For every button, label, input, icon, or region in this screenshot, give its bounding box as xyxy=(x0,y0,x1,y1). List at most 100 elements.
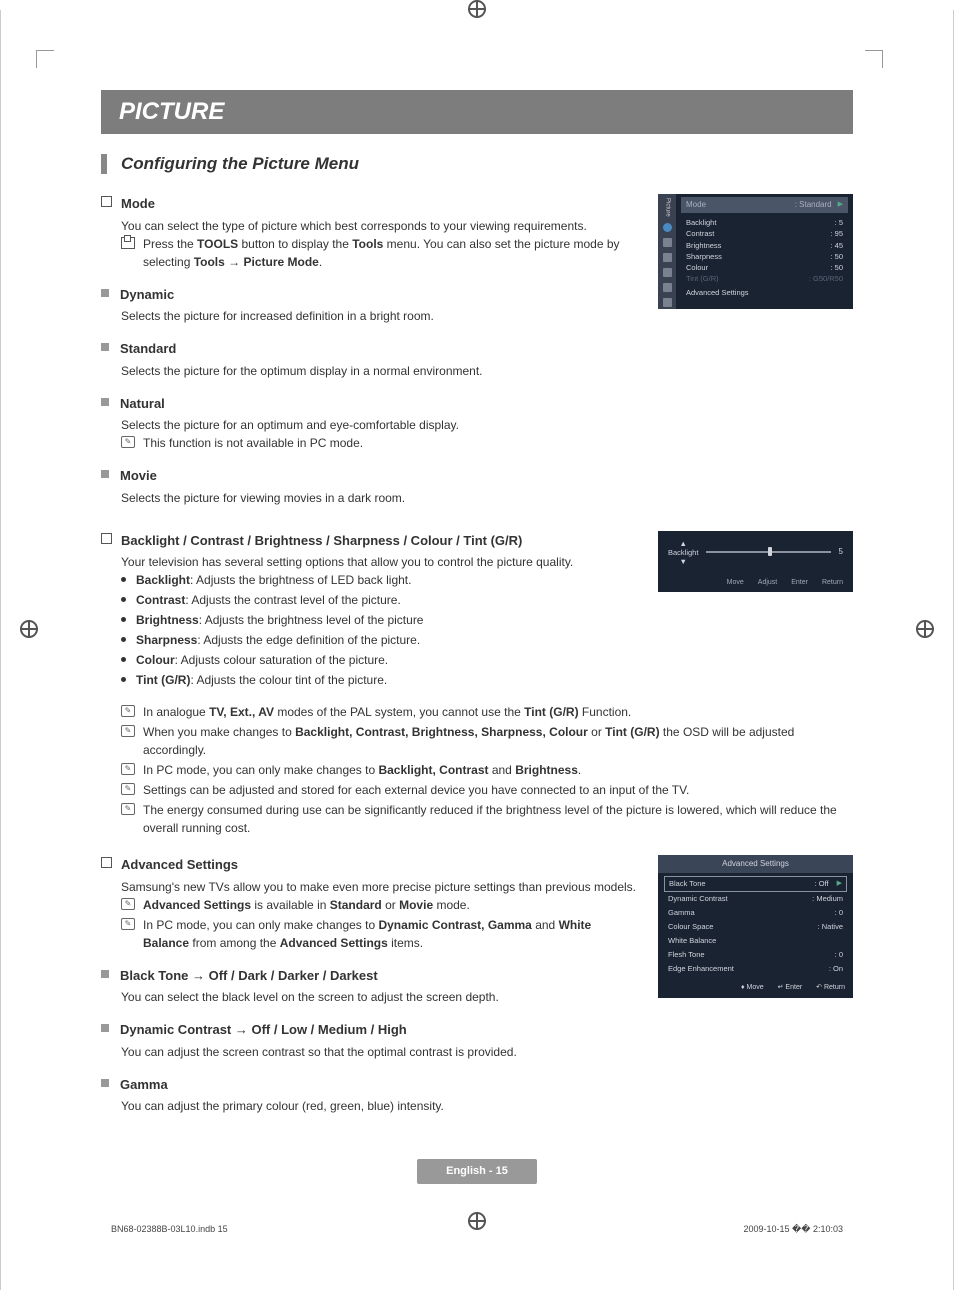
settings-note: When you make changes to Backlight, Cont… xyxy=(143,723,853,759)
osd-tint-value: : G50/R50 xyxy=(809,273,843,284)
osd-adv-value: : Medium xyxy=(812,893,843,905)
mode-intro: You can select the type of picture which… xyxy=(121,217,638,235)
checkbox-bullet-icon xyxy=(101,533,112,544)
blacktone-desc: You can select the black level on the sc… xyxy=(121,988,638,1006)
osd-footer-item: Move xyxy=(727,578,744,589)
note-icon: ✎ xyxy=(121,918,135,930)
bullet-dot-icon xyxy=(121,677,126,682)
osd-mode-value: : Standard xyxy=(795,199,832,211)
osd-footer-item: Adjust xyxy=(758,578,777,589)
osd-sidebar-label: Picture xyxy=(663,198,672,217)
blacktone-title: Black Tone → Off / Dark / Darker / Darke… xyxy=(120,966,378,986)
movie-desc: Selects the picture for viewing movies i… xyxy=(121,489,638,507)
osd-adv-value: : On xyxy=(829,963,843,975)
osd-adv-label: Dynamic Contrast xyxy=(668,893,728,905)
natural-note: This function is not available in PC mod… xyxy=(143,434,363,452)
section-header: PICTURE xyxy=(101,90,853,134)
osd-adv-label: Colour Space xyxy=(668,921,713,933)
settings-note: In PC mode, you can only make changes to… xyxy=(143,761,581,779)
dyncontrast-title: Dynamic Contrast → Off / Low / Medium / … xyxy=(120,1020,407,1040)
bullet-dot-icon xyxy=(121,597,126,602)
note-icon: ✎ xyxy=(121,783,135,795)
osd-row-value: : 95 xyxy=(830,228,843,239)
osd-backlight-slider: ▲ Backlight ▼ 5 MoveAdjustEnterReturn xyxy=(658,531,853,593)
advanced-title: Advanced Settings xyxy=(121,855,238,875)
movie-title: Movie xyxy=(120,466,157,486)
standard-title: Standard xyxy=(120,339,176,359)
gamma-desc: You can adjust the primary colour (red, … xyxy=(121,1097,638,1115)
note-icon: ✎ xyxy=(121,436,135,448)
dyncontrast-desc: You can adjust the screen contrast so th… xyxy=(121,1043,638,1061)
osd-adv-value: : Native xyxy=(818,921,843,933)
osd-adv-label: White Balance xyxy=(668,935,716,947)
osd-adv-header: Advanced Settings xyxy=(658,855,853,873)
osd-advanced-settings: Advanced Settings Black Tone : Off ▶ Dynami… xyxy=(658,855,853,998)
page-number: English - 15 xyxy=(417,1159,537,1184)
arrow-down-icon: ▼ xyxy=(680,557,687,566)
note-icon: ✎ xyxy=(121,763,135,775)
note-icon: ✎ xyxy=(121,725,135,737)
osd-row-label: Contrast xyxy=(686,228,714,239)
square-bullet-icon xyxy=(101,970,109,978)
advanced-note: Advanced Settings is available in Standa… xyxy=(143,896,470,914)
crop-mark xyxy=(865,50,883,68)
natural-desc: Selects the picture for an optimum and e… xyxy=(121,416,638,434)
osd-footer-item: ↶ Return xyxy=(816,983,845,994)
osd-sidebar-icon xyxy=(663,223,672,232)
checkbox-bullet-icon xyxy=(101,196,112,207)
setting-item: Colour: Adjusts colour saturation of the… xyxy=(136,651,388,669)
osd-picture-menu: Picture Mode : Standard ▶ xyxy=(658,194,853,309)
osd-adv-label: Edge Enhancement xyxy=(668,963,734,975)
dynamic-desc: Selects the picture for increased defini… xyxy=(121,307,638,325)
osd-advanced-label: Advanced Settings xyxy=(681,285,848,300)
advanced-note: In PC mode, you can only make changes to… xyxy=(143,916,638,952)
square-bullet-icon xyxy=(101,343,109,351)
crop-mark xyxy=(36,50,54,68)
osd-adv-label: Black Tone xyxy=(669,878,706,890)
osd-sidebar-icon xyxy=(663,298,672,307)
osd-sidebar-icon xyxy=(663,268,672,277)
subsection-header: Configuring the Picture Menu xyxy=(101,154,853,174)
standard-desc: Selects the picture for the optimum disp… xyxy=(121,362,638,380)
bullet-dot-icon xyxy=(121,657,126,662)
arrow-right-icon: ▶ xyxy=(837,878,842,890)
setting-item: Brightness: Adjusts the brightness level… xyxy=(136,611,423,629)
advanced-intro: Samsung's new TVs allow you to make even… xyxy=(121,878,638,896)
square-bullet-icon xyxy=(101,398,109,406)
setting-item: Tint (G/R): Adjusts the colour tint of t… xyxy=(136,671,387,689)
square-bullet-icon xyxy=(101,289,109,297)
slider-thumb xyxy=(768,547,772,556)
print-registration-mark xyxy=(468,1212,486,1230)
settings-note: In analogue TV, Ext., AV modes of the PA… xyxy=(143,703,631,721)
osd-sidebar-icon xyxy=(663,253,672,262)
square-bullet-icon xyxy=(101,470,109,478)
note-icon: ✎ xyxy=(121,803,135,815)
setting-item: Contrast: Adjusts the contrast level of … xyxy=(136,591,401,609)
osd-tint-label: Tint (G/R) xyxy=(686,273,719,284)
gamma-title: Gamma xyxy=(120,1075,168,1095)
setting-item: Sharpness: Adjusts the edge definition o… xyxy=(136,631,420,649)
osd-adv-value: : 0 xyxy=(835,907,843,919)
osd-row-value: : 50 xyxy=(830,251,843,262)
osd-row-label: Brightness xyxy=(686,240,721,251)
bullet-dot-icon xyxy=(121,617,126,622)
osd-adv-value: : Off xyxy=(815,878,829,890)
osd-slider-label: Backlight xyxy=(668,548,698,557)
osd-sidebar-icon xyxy=(663,238,672,247)
doc-timestamp: 2009-10-15 �� 2:10:03 xyxy=(743,1224,843,1235)
mode-tools-note: Press the TOOLS button to display the To… xyxy=(143,235,638,271)
osd-row-value: : 45 xyxy=(830,240,843,251)
subsection-bar-icon xyxy=(101,154,107,174)
osd-footer-item: ↵ Enter xyxy=(778,983,803,994)
settings-note: Settings can be adjusted and stored for … xyxy=(143,781,689,799)
arrow-right-icon: ▶ xyxy=(838,200,843,211)
checkbox-bullet-icon xyxy=(101,857,112,868)
dynamic-title: Dynamic xyxy=(120,285,174,305)
osd-footer-item: Enter xyxy=(791,578,808,589)
osd-footer-item: ♦ Move xyxy=(741,983,764,994)
osd-mode-label: Mode xyxy=(686,199,706,211)
bullet-dot-icon xyxy=(121,637,126,642)
osd-row-label: Sharpness xyxy=(686,251,722,262)
osd-adv-label: Gamma xyxy=(668,907,695,919)
settings-intro: Your television has several setting opti… xyxy=(121,553,638,571)
